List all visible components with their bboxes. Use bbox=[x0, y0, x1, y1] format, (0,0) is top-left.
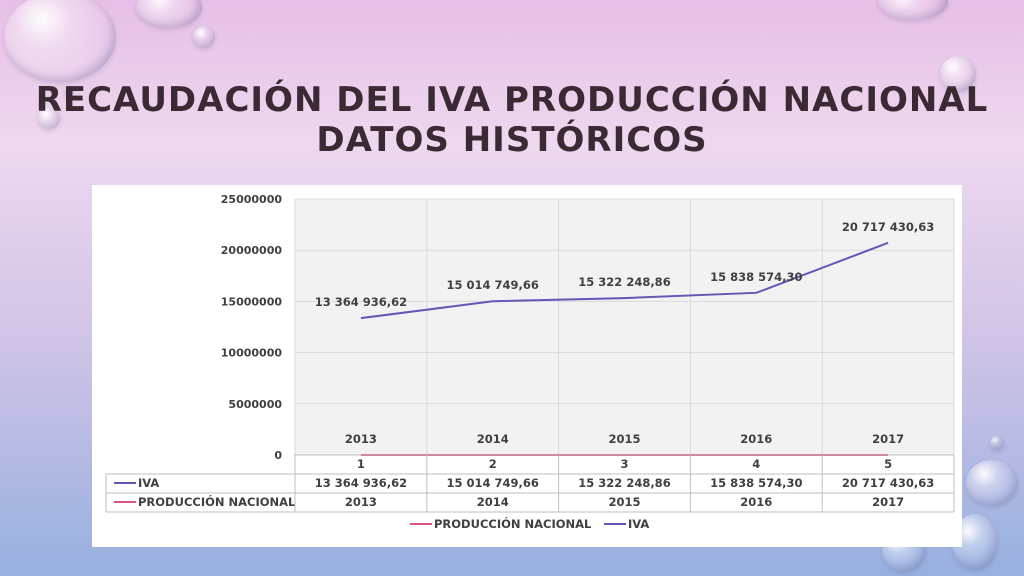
decorative-bubble bbox=[878, 0, 948, 20]
table-row-header: IVA bbox=[138, 476, 159, 490]
table-cell: 13 364 936,62 bbox=[315, 476, 407, 490]
decorative-bubble bbox=[4, 0, 116, 82]
data-label-iva: 15 014 749,66 bbox=[446, 278, 538, 292]
table-cell: 2014 bbox=[477, 495, 509, 509]
y-tick-label: 15000000 bbox=[221, 295, 283, 308]
data-label-iva: 15 322 248,86 bbox=[578, 275, 670, 289]
legend-entry: IVA bbox=[628, 517, 649, 531]
decorative-bubble bbox=[193, 26, 215, 48]
x-category-label: 4 bbox=[752, 457, 760, 471]
table-cell: 2016 bbox=[740, 495, 772, 509]
data-label-iva: 15 838 574,30 bbox=[710, 270, 802, 284]
decorative-bubble bbox=[38, 107, 60, 129]
table-cell: 15 322 248,86 bbox=[578, 476, 670, 490]
data-label-produccion-nacional: 2014 bbox=[477, 432, 509, 446]
decorative-bubble bbox=[940, 56, 976, 92]
x-category-label: 5 bbox=[884, 457, 892, 471]
table-cell: 15 014 749,66 bbox=[446, 476, 538, 490]
series-line-iva bbox=[360, 241, 889, 320]
decorative-bubble bbox=[966, 460, 1018, 506]
table-row-header: PRODUCCIÓN NACIONAL bbox=[138, 494, 296, 509]
plot-area bbox=[295, 199, 954, 455]
y-tick-label: 20000000 bbox=[221, 244, 283, 257]
legend-entry: PRODUCCIÓN NACIONAL bbox=[434, 516, 592, 531]
data-label-produccion-nacional: 2013 bbox=[345, 432, 377, 446]
chart-container: 0 5000000 10000000 15000000 20000000 25000000… bbox=[92, 185, 962, 547]
data-label-iva: 20 717 430,63 bbox=[842, 220, 934, 234]
data-label-iva: 13 364 936,62 bbox=[315, 295, 407, 309]
line-chart: 0 5000000 10000000 15000000 20000000 25000000… bbox=[105, 193, 955, 531]
x-category-label: 2 bbox=[489, 457, 497, 471]
y-tick-label: 0 bbox=[274, 449, 282, 462]
data-label-produccion-nacional: 2017 bbox=[872, 432, 904, 446]
x-category-label: 1 bbox=[357, 457, 365, 471]
slide-title: RECAUDACIÓN DEL IVA PRODUCCIÓN NACIONAL … bbox=[0, 80, 1024, 160]
y-tick-label: 25000000 bbox=[221, 193, 283, 206]
decorative-bubble bbox=[990, 436, 1004, 450]
decorative-bubble bbox=[136, 0, 202, 28]
table-cell: 2013 bbox=[345, 495, 377, 509]
table-cell: 15 838 574,30 bbox=[710, 476, 802, 490]
y-tick-label: 5000000 bbox=[228, 398, 282, 411]
table-cell: 2017 bbox=[872, 495, 904, 509]
y-tick-label: 10000000 bbox=[221, 347, 283, 360]
data-label-produccion-nacional: 2015 bbox=[608, 432, 640, 446]
title-line-1: RECAUDACIÓN DEL IVA PRODUCCIÓN NACIONAL bbox=[35, 80, 989, 120]
decorative-bubble bbox=[64, 86, 74, 96]
x-category-label: 3 bbox=[620, 457, 628, 471]
data-label-produccion-nacional: 2016 bbox=[740, 432, 772, 446]
table-cell: 2015 bbox=[608, 495, 640, 509]
table-cell: 20 717 430,63 bbox=[842, 476, 934, 490]
title-line-2: DATOS HISTÓRICOS bbox=[316, 120, 708, 160]
